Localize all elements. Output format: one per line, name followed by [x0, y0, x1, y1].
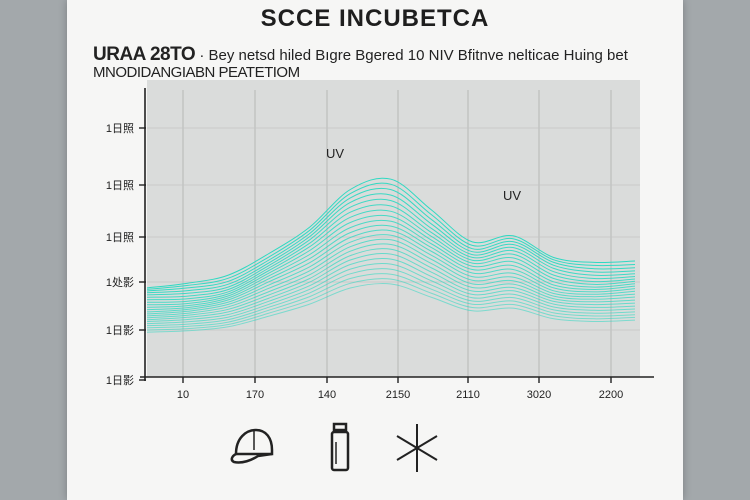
- ticks: 1日照 1日照 1日照 1处影 1日影 1日影 10 170 140 2150 2110 3020 22…: [106, 122, 623, 401]
- plot-background: [147, 80, 640, 377]
- series-line: [146, 182, 636, 290]
- x-tick-label: 2150: [386, 389, 410, 401]
- series-line: [146, 243, 636, 317]
- series-line: [146, 283, 636, 333]
- series-line: [146, 273, 636, 329]
- series-line: [146, 229, 636, 311]
- subtitle-lead: URAA 28TO: [93, 44, 196, 65]
- x-tick-label: 3020: [527, 389, 551, 401]
- series-waves: [146, 177, 636, 333]
- series-line: [146, 257, 636, 323]
- y-tick-label: 1处影: [106, 276, 134, 289]
- y-tick-label: 1日照: [106, 122, 134, 135]
- subtitle-rest: · Bey netsd hiled Bıgre Bgered 10 NIV Bf…: [199, 47, 628, 64]
- series-line: [146, 193, 636, 294]
- annotation-label: UV: [326, 146, 344, 161]
- series-line: [146, 187, 636, 292]
- series-line: [146, 177, 636, 289]
- annotation-label: UV: [503, 188, 521, 203]
- bottle-icon: [330, 422, 350, 472]
- series-line: [146, 268, 636, 327]
- x-tick-label: 2110: [456, 389, 480, 401]
- page-title: SCCE INCUBETCA: [260, 5, 490, 32]
- cap-icon: [230, 428, 274, 464]
- sun-asterisk-icon: [396, 424, 438, 472]
- series-line: [146, 219, 636, 306]
- series-line: [146, 253, 636, 321]
- chart-subtitle-line2: MNODIDANGIABN PEATETIOM: [93, 64, 300, 81]
- x-tick-label: 140: [318, 389, 336, 401]
- series-line: [146, 262, 636, 325]
- series-line: [146, 214, 636, 303]
- series-line: [146, 209, 636, 301]
- y-tick-label: 1日影: [106, 324, 134, 337]
- x-tick-label: 10: [177, 389, 189, 401]
- y-tick-label: 1日影: [106, 374, 134, 387]
- series-line: [146, 278, 636, 331]
- x-tick-label: 170: [246, 389, 264, 401]
- series-line: [146, 234, 636, 313]
- series-line: [146, 204, 636, 298]
- series-line: [146, 238, 636, 315]
- axes: [140, 88, 654, 381]
- series-line: [146, 224, 636, 308]
- x-tick-label: 2200: [599, 389, 623, 401]
- annotations: UV UV: [326, 146, 521, 203]
- series-line: [146, 198, 636, 296]
- y-tick-label: 1日照: [106, 179, 134, 192]
- chart-subtitle: URAA 28TO · Bey netsd hiled Bıgre Bgered…: [93, 44, 673, 66]
- series-line: [146, 248, 636, 319]
- y-tick-label: 1日照: [106, 231, 134, 244]
